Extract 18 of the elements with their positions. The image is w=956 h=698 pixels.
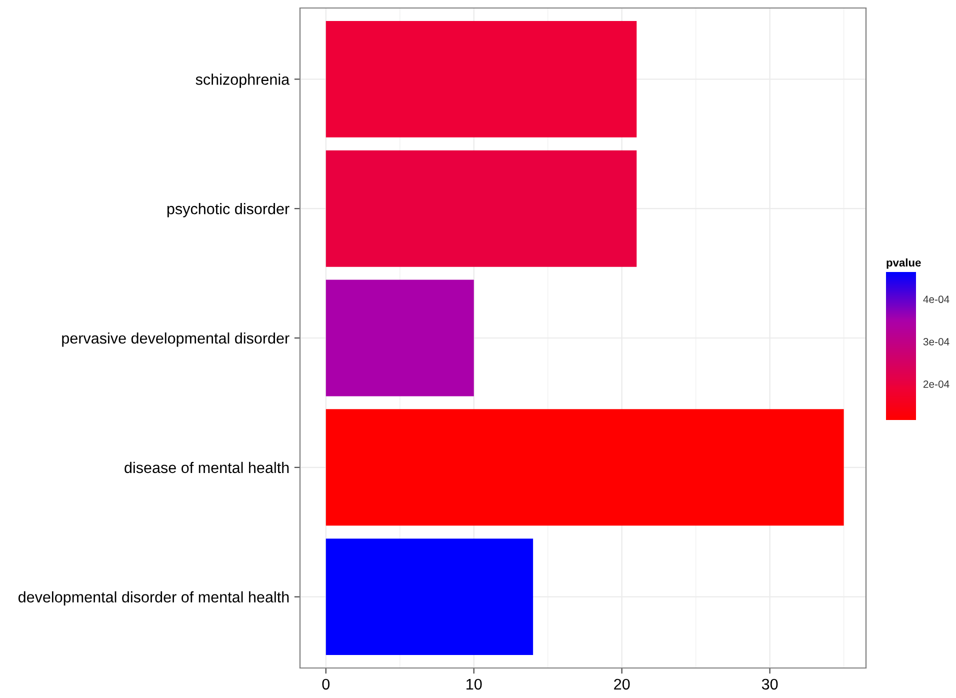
y-tick-label: schizophrenia: [196, 74, 290, 88]
color-bar-title: pvalue: [886, 258, 921, 269]
x-tick-label: 20: [614, 678, 630, 690]
x-tick-label: 30: [762, 678, 778, 690]
bar: [326, 150, 637, 267]
color-bar-label: 2e-04: [923, 380, 950, 388]
x-tick-label: 0: [322, 678, 330, 690]
bar: [326, 409, 844, 526]
color-bar-label: 3e-04: [923, 338, 950, 346]
y-tick-label: disease of mental health: [124, 462, 289, 474]
bar: [326, 20, 637, 138]
bar: [326, 538, 534, 656]
color-bar-label: 4e-04: [923, 296, 950, 304]
bar: [326, 280, 474, 396]
y-tick-label: developmental disorder of mental health: [18, 591, 289, 606]
y-tick-label: pervasive developmental disorder: [62, 332, 290, 347]
x-tick-label: 10: [466, 678, 482, 690]
y-tick-label: psychotic disorder: [167, 203, 290, 218]
